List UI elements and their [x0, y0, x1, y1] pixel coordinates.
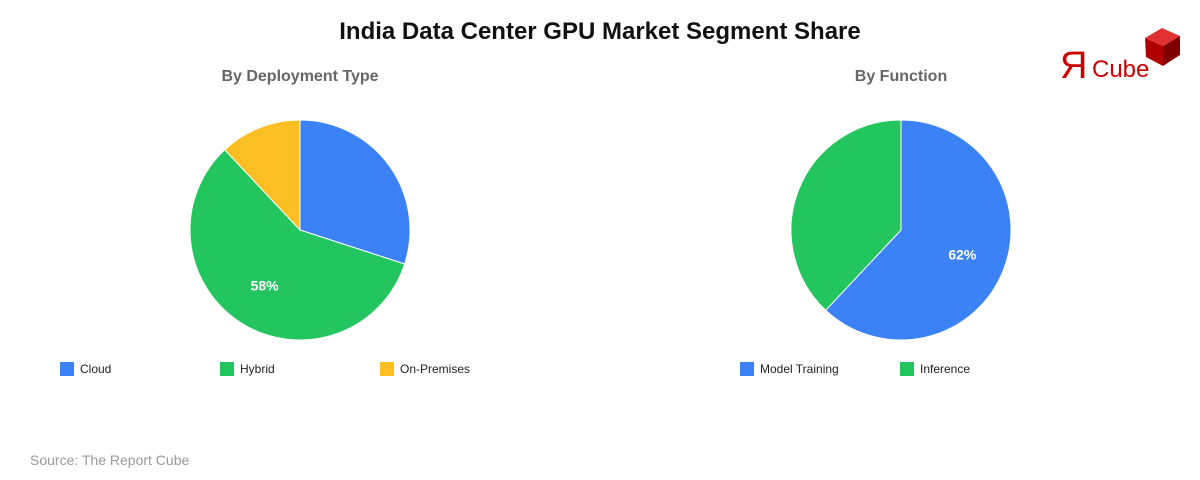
legend-label: On-Premises — [400, 362, 471, 376]
pie-slice-model-training — [824, 119, 1012, 341]
svg-text:Cube: Cube — [1092, 56, 1149, 83]
legend-item: Inference — [900, 362, 970, 376]
legend-item: Cloud — [60, 362, 111, 376]
data-label: 58% — [251, 278, 280, 294]
pie-1-title: By Deployment Type — [221, 68, 379, 85]
legend-item: On-Premises — [380, 362, 470, 376]
chart-title: India Data Center GPU Market Segment Sha… — [339, 18, 861, 45]
pie-slice-inference — [790, 119, 902, 311]
svg-text:Я: Я — [1060, 45, 1087, 84]
rcube-logo: Я Cube — [1060, 28, 1180, 84]
legend-item: Model Training — [740, 362, 839, 376]
legend-swatch — [740, 362, 754, 376]
legend-swatch — [60, 362, 74, 376]
legend-label: Model Training — [760, 362, 839, 376]
legend-label: Inference — [920, 362, 971, 376]
legend-label: Cloud — [80, 362, 112, 376]
data-label: 62% — [948, 246, 977, 262]
legend-swatch — [220, 362, 234, 376]
pie-slice-hybrid — [189, 149, 406, 341]
source-note: Source: The Report Cube — [30, 452, 190, 468]
legend-swatch — [380, 362, 394, 376]
pie-2-title: By Function — [854, 68, 948, 85]
legend-item: Hybrid — [220, 362, 275, 376]
legend-label: Hybrid — [240, 362, 275, 376]
pie-slice-on-premises — [223, 119, 301, 232]
legend-swatch — [900, 362, 914, 376]
pie-slice-cloud — [299, 119, 411, 265]
